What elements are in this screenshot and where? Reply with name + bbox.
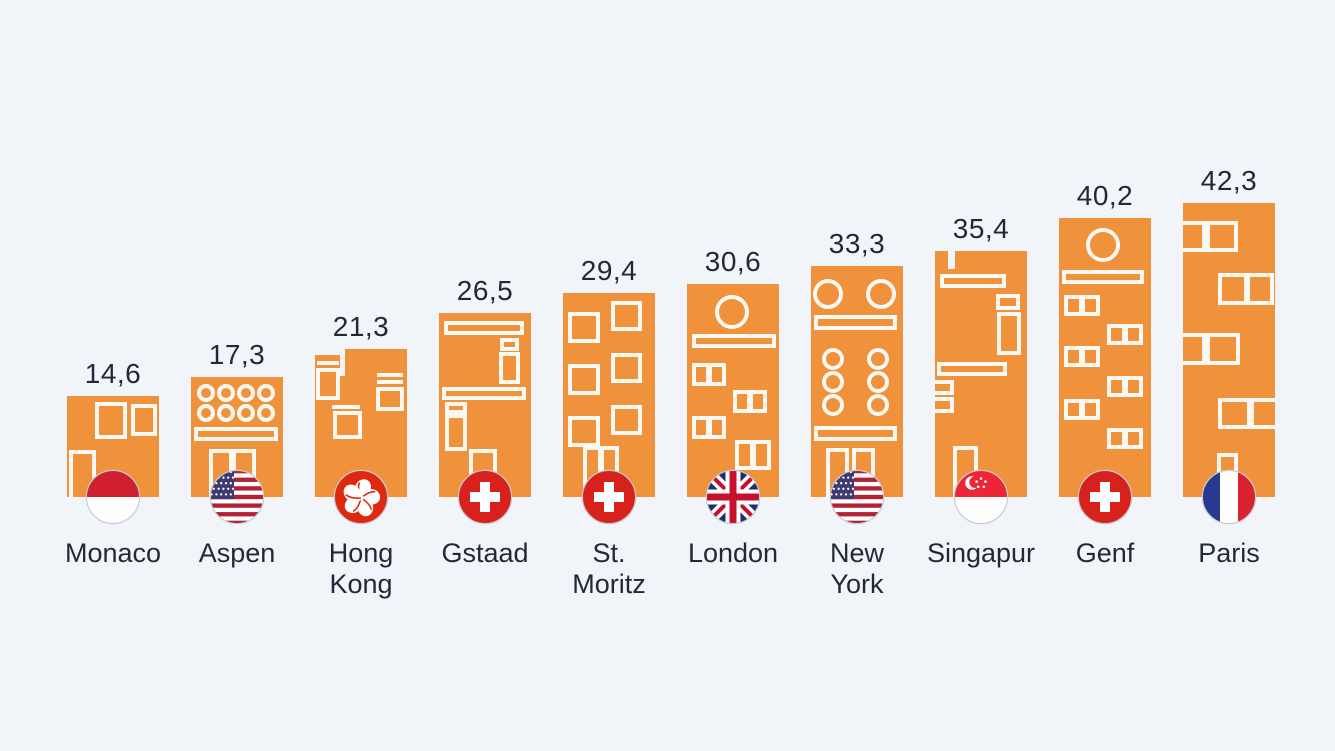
flag-singapore-icon (953, 469, 1009, 525)
building-bar-paris (1183, 203, 1275, 525)
city-label-monaco: Monaco (64, 538, 162, 568)
city-label-aspen: Aspen (198, 538, 276, 568)
bar-group: 17,3 Aspen (175, 0, 299, 568)
building-bar-hongkong (315, 349, 407, 525)
flag-switzerland-icon (1077, 469, 1133, 525)
bar-value-label: 40,2 (1076, 180, 1134, 211)
bar-group: 21,3 Hong Kong (299, 0, 423, 599)
flag-switzerland-icon (581, 469, 637, 525)
building-windows-icon (1183, 221, 1275, 479)
building-windows-icon (813, 279, 897, 497)
bar-group: 42,3 Paris (1167, 0, 1291, 568)
building-windows-icon (315, 349, 404, 439)
flag-usa-icon (829, 469, 885, 525)
bar-value-label: 17,3 (208, 339, 266, 370)
city-label-new-york: New York (829, 538, 884, 599)
bar-group: 29,4 St. Moritz (547, 0, 671, 599)
flag-france-icon (1201, 469, 1257, 525)
bar-value-label: 21,3 (332, 311, 390, 342)
city-label-singapur: Singapur (926, 538, 1036, 568)
bar-value-label: 14,6 (84, 358, 142, 389)
bar-group: 33,3 New York (795, 0, 919, 599)
building-bar-stmoritz (563, 293, 655, 525)
bar-group: 14,6 Monaco (51, 0, 175, 569)
building-bar-genf (1059, 218, 1151, 525)
building-bar-newyork (811, 266, 903, 525)
building-windows-icon (568, 301, 642, 497)
city-label-gstaad: Gstaad (441, 538, 529, 568)
building-bar-london (687, 284, 779, 525)
bar-value-label: 42,3 (1200, 165, 1258, 196)
building-bar-aspen (191, 377, 283, 525)
flag-switzerland-icon (457, 469, 513, 525)
flag-monaco-icon (85, 469, 141, 525)
building-bar-singapur (935, 251, 1027, 525)
bar-chart: 14,6 Monaco 17,3 Aspen 21,3 (51, 0, 1291, 599)
bar-value-label: 33,3 (828, 228, 886, 259)
building-windows-icon (194, 384, 278, 497)
bar-group: 30,6 London (671, 0, 795, 568)
building-bar-gstaad (439, 313, 531, 525)
bar-value-label: 30,6 (704, 246, 762, 277)
flag-usa-icon (209, 469, 265, 525)
building-windows-icon (692, 295, 776, 470)
bar-group: 40,2 Genf (1043, 0, 1167, 568)
bar-value-label: 29,4 (580, 255, 638, 286)
city-label-genf: Genf (1075, 538, 1135, 568)
flag-uk-icon (705, 469, 761, 525)
building-windows-icon (935, 251, 1021, 497)
bar-group: 26,5 Gstaad (423, 0, 547, 568)
building-windows-icon (69, 402, 157, 497)
flag-hongkong-icon (333, 469, 389, 525)
city-label-st-moritz: St. Moritz (572, 538, 646, 599)
city-label-hong-kong: Hong Kong (328, 538, 394, 599)
building-windows-icon (1062, 228, 1144, 449)
bar-value-label: 35,4 (952, 213, 1010, 244)
city-label-london: London (687, 538, 779, 568)
building-bar-monaco (67, 396, 159, 525)
bar-value-label: 26,5 (456, 275, 514, 306)
city-label-paris: Paris (1198, 538, 1260, 568)
bar-group: 35,4 Singapur (919, 0, 1043, 569)
